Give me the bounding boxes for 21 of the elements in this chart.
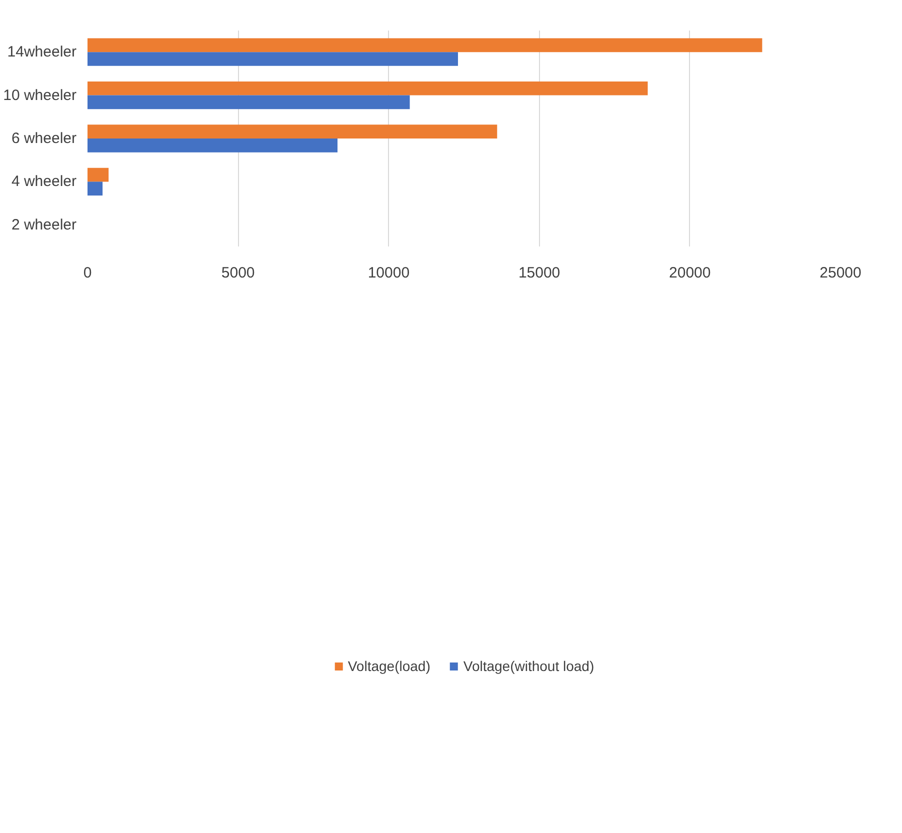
y-tick-label: 6 wheeler: [11, 130, 77, 147]
legend-label: Voltage(load): [348, 658, 430, 674]
legend-label: Voltage(without load): [463, 658, 594, 674]
bar: [88, 81, 648, 96]
y-tick-label: 14wheeler: [7, 44, 77, 61]
x-tick-label: 10000: [368, 264, 410, 282]
x-tick-label: 0: [83, 264, 92, 282]
bar: [88, 168, 109, 182]
x-tick-label: 15000: [518, 264, 560, 282]
y-tick-label: 4 wheeler: [11, 173, 77, 190]
x-tick-label: 5000: [221, 264, 255, 282]
x-tick-label: 25000: [820, 264, 862, 282]
bar: [88, 182, 103, 196]
y-tick-label: 10 wheeler: [3, 86, 77, 104]
bar: [88, 52, 458, 66]
bar: [88, 38, 762, 52]
bar: [88, 124, 498, 138]
x-tick-label: 20000: [669, 264, 711, 282]
bar: [88, 138, 338, 152]
bar: [88, 95, 410, 110]
y-tick-label: 2 wheeler: [11, 216, 77, 234]
